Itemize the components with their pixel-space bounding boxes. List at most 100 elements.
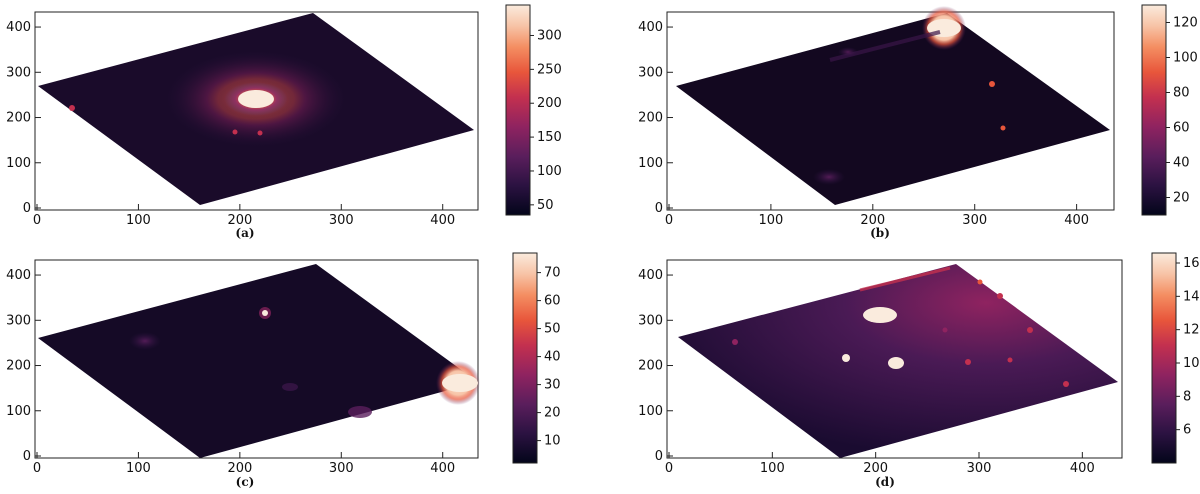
panel-c-source [262,310,268,316]
colorbar-tick-label: 250 [537,62,562,77]
panel-d-source [842,354,850,362]
panel-b-faint-source [813,169,845,185]
panel-d: 0 100 200 300 400 0 100 200 300 400 6 8 10 12 14 16 (d… [638,252,1200,489]
x-tick-label: 200 [860,213,885,228]
panel-d-source [942,327,948,333]
colorbar-tick-label: 16 [1183,256,1200,271]
colorbar-tick-label: 100 [1173,51,1198,66]
panel-a-galaxy-bright [238,90,274,108]
x-tick-label: 200 [227,213,252,228]
colorbar-tick-label: 14 [1183,289,1200,304]
panel-c-faint-source [129,332,161,350]
x-tick-label: 0 [33,213,41,228]
colorbar-tick-label: 6 [1183,423,1191,438]
panel-d-streak [859,266,951,292]
x-tick-label: 100 [760,461,785,476]
panel-d-caption: (d) [875,475,895,489]
panel-b-faint-source [838,47,858,57]
x-tick-label: 100 [126,213,151,228]
panel-a-colorbar [505,4,531,216]
y-tick-label: 0 [655,201,663,216]
colorbar-tick-label: 60 [544,294,561,309]
colorbar-tick-label: 100 [537,164,562,179]
panel-c-colorbar [512,252,538,464]
y-tick-label: 0 [23,201,31,216]
y-tick-label: 300 [638,313,663,328]
colorbar-tick-label: 300 [537,28,562,43]
y-tick-label: 200 [6,359,31,374]
x-tick-label: 300 [967,461,992,476]
x-tick-label: 0 [33,461,41,476]
colorbar-tick-label: 150 [537,130,562,145]
panel-c-bright-star [442,374,478,392]
x-tick-label: 0 [665,461,673,476]
panel-a-source [257,130,263,136]
panel-b-source [1000,125,1006,131]
y-tick-label: 300 [6,65,31,80]
colorbar-tick-label: 10 [544,434,561,449]
x-tick-label: 100 [126,461,151,476]
panel-d-source [1007,357,1013,363]
y-tick-label: 100 [638,156,663,171]
panel-b-image [676,13,1110,205]
colorbar-tick-label: 120 [1173,16,1198,31]
y-tick-label: 0 [655,449,663,464]
panel-d-colorbar [1151,252,1177,464]
x-tick-label: 300 [962,213,987,228]
x-tick-label: 400 [1070,461,1095,476]
colorbar-tick-label: 12 [1183,323,1200,338]
panel-a: 0 100 200 300 400 0 100 200 300 400 50 100 150 200 25… [6,4,562,240]
y-tick-label: 300 [6,313,31,328]
y-tick-label: 200 [6,111,31,126]
colorbar-tick-label: 50 [537,198,554,213]
x-tick-label: 200 [227,461,252,476]
panel-c-faint-source [282,383,298,391]
panel-d-source [732,339,738,345]
colorbar-tick-label: 10 [1183,356,1200,371]
panel-d-source [977,279,983,285]
x-tick-label: 300 [329,213,354,228]
panel-c-caption: (c) [236,475,255,489]
y-tick-label: 400 [638,268,663,283]
colorbar-tick-label: 8 [1183,389,1191,404]
y-tick-label: 200 [638,111,663,126]
panel-d-source [1063,381,1069,387]
colorbar-tick-label: 40 [1173,156,1190,171]
panel-c: 0 100 200 300 400 0 100 200 300 400 10 20 30 40 50 60 7… [6,252,561,489]
x-tick-label: 400 [430,461,455,476]
panel-d-bright-star [888,357,904,369]
x-tick-label: 400 [1064,213,1089,228]
panel-b-source [989,81,995,87]
panel-b: 0 100 200 300 400 0 100 200 300 400 20 40 60 80 100 12… [638,4,1198,240]
colorbar-tick-label: 200 [537,96,562,111]
colorbar-tick-label: 20 [544,406,561,421]
x-tick-label: 0 [665,213,673,228]
colorbar-tick-label: 80 [1173,86,1190,101]
panel-a-source [232,129,238,135]
panel-b-colorbar [1141,4,1167,216]
y-tick-label: 400 [6,20,31,35]
colorbar-tick-label: 50 [544,322,561,337]
panel-d-bright-star [863,307,897,323]
colorbar-tick-label: 70 [544,266,561,281]
panel-d-source [1027,327,1033,333]
panel-a-source [69,105,75,111]
y-tick-label: 300 [638,65,663,80]
colorbar-tick-label: 40 [544,350,561,365]
y-tick-label: 400 [638,20,663,35]
colorbar-tick-label: 20 [1173,191,1190,206]
x-tick-label: 100 [758,213,783,228]
y-tick-label: 100 [638,404,663,419]
y-tick-label: 100 [6,404,31,419]
y-tick-label: 200 [638,359,663,374]
panel-c-faint-source [348,406,372,418]
colorbar-tick-label: 60 [1173,121,1190,136]
y-tick-label: 0 [23,449,31,464]
x-tick-label: 300 [329,461,354,476]
panel-a-caption: (a) [235,226,254,240]
x-tick-label: 200 [863,461,888,476]
colorbar-tick-label: 30 [544,378,561,393]
y-tick-label: 100 [6,156,31,171]
y-tick-label: 400 [6,268,31,283]
